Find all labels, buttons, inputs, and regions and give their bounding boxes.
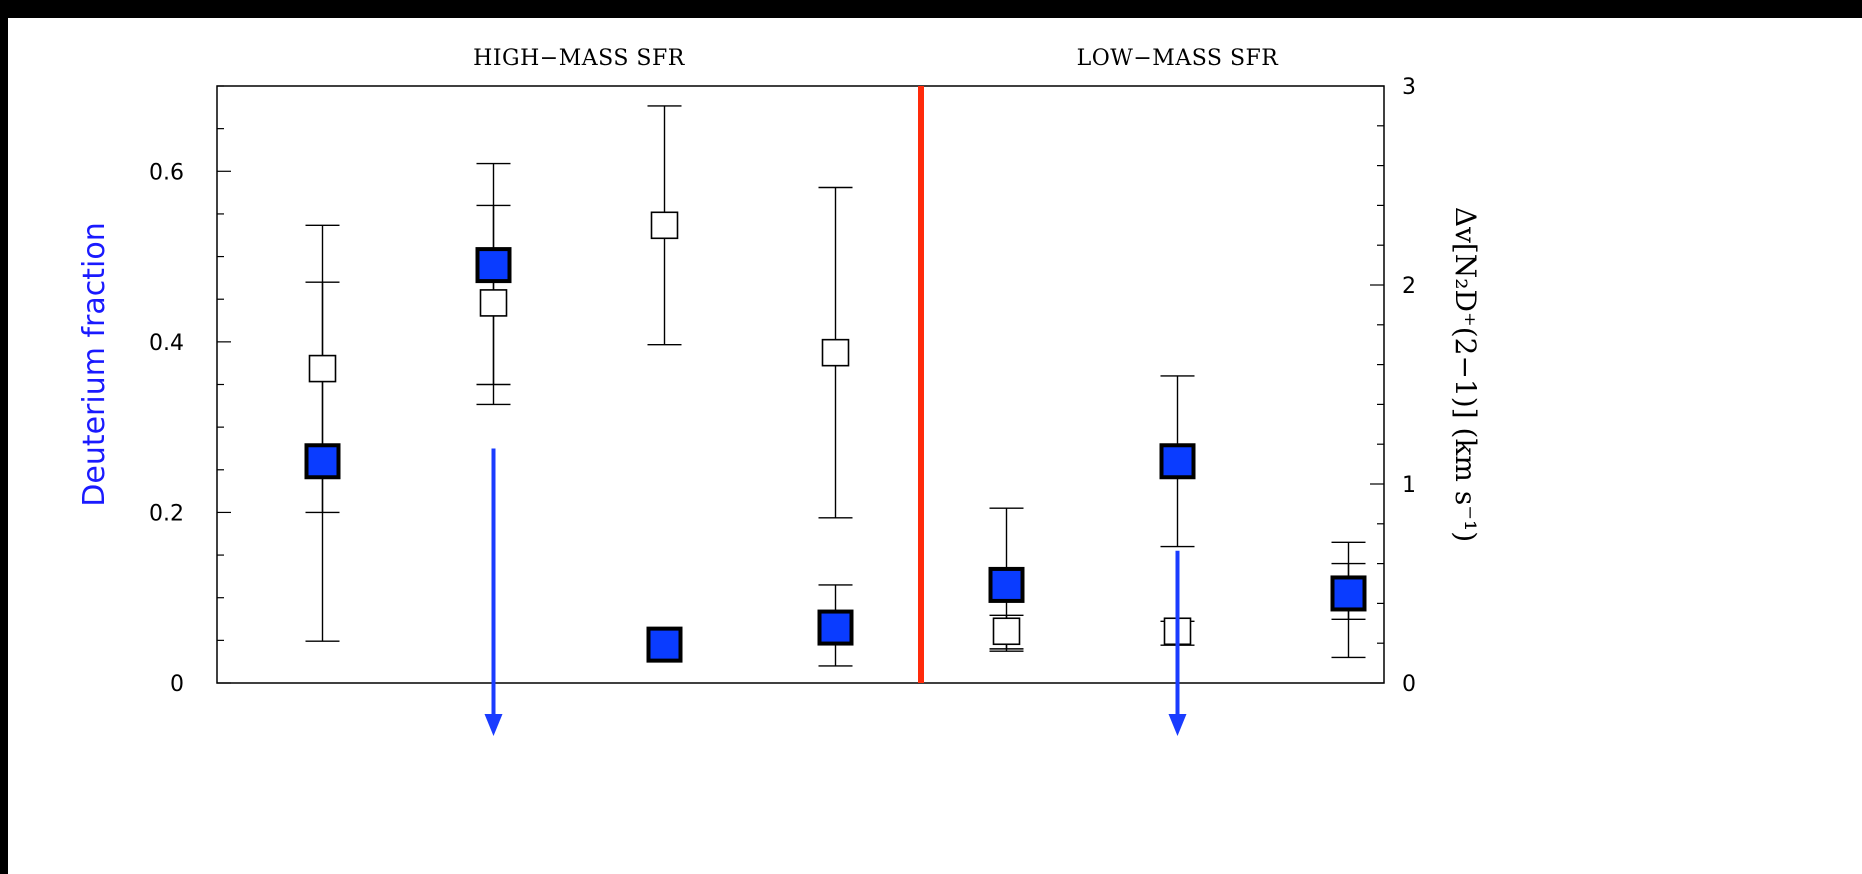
deuterium-filled-square: [1159, 443, 1196, 480]
upper-limit-arrow-head: [484, 714, 503, 736]
axes-frame: [216, 85, 1385, 684]
left-tick-label: 0.6: [149, 160, 184, 185]
low-mass-header: LOW−MASS SFR: [1077, 46, 1280, 71]
deuterium-filled-square: [817, 609, 854, 646]
deuterium-fraction-chart: 0 0.2 0.4 0.6 0 1 2 3 HIGH−MASS SFR LOW−MASS SFR D…: [77, 46, 1482, 736]
high-mass-header: HIGH−MASS SFR: [473, 46, 686, 71]
right-tick-label: 3: [1402, 75, 1416, 100]
error-bars: [305, 105, 1366, 667]
linewidth-open-square: [821, 338, 850, 367]
upper-limit-arrows: [484, 448, 1187, 736]
axis-ticks: [217, 85, 1384, 684]
deuterium-filled-square: [1330, 575, 1367, 612]
chart-labels: 0 0.2 0.4 0.6 0 1 2 3 HIGH−MASS SFR LOW−MASS SFR D…: [77, 46, 1482, 697]
left-tick-label: 0: [170, 672, 184, 697]
linewidth-open-square: [479, 289, 508, 317]
right-tick-label: 2: [1402, 274, 1416, 299]
chart-panel: 0 0.2 0.4 0.6 0 1 2 3 HIGH−MASS SFR LOW−MASS SFR D…: [8, 18, 1862, 874]
linewidth-open-square: [308, 354, 337, 383]
deuterium-filled-square: [475, 247, 512, 284]
linewidth-open-square: [650, 211, 679, 240]
left-tick-label: 0.2: [149, 501, 184, 526]
deuterium-filled-square: [304, 443, 341, 480]
right-tick-label: 0: [1402, 672, 1416, 697]
left-axis-label: Deuterium fraction: [77, 222, 112, 506]
right-axis-label: Δv[N₂D⁺(2−1)] (km s⁻¹): [1449, 207, 1482, 542]
deuterium-markers: [304, 247, 1367, 663]
right-tick-label: 1: [1402, 473, 1416, 498]
left-tick-label: 0.4: [149, 331, 184, 356]
upper-limit-arrow-head: [1168, 714, 1187, 736]
deuterium-filled-square: [646, 626, 683, 663]
plot-frame: [216, 85, 1385, 684]
linewidth-open-square: [992, 617, 1021, 646]
deuterium-filled-square: [988, 566, 1025, 603]
